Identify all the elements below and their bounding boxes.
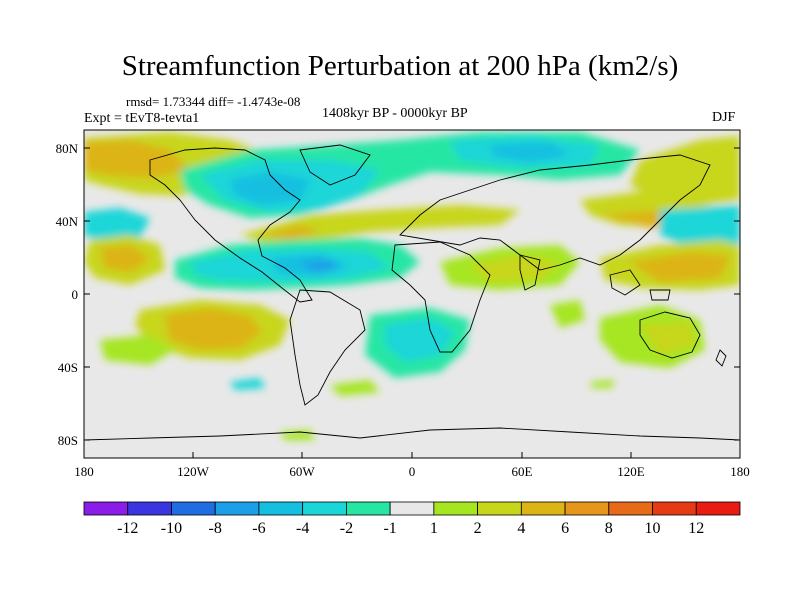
colorbar-swatch: [83, 501, 129, 516]
lon-label-60e: 60E: [512, 464, 533, 479]
lat-label-80n: 80N: [56, 141, 79, 156]
lon-tick-labels: 180 120W 60W 0 60E 120E 180: [74, 464, 750, 479]
lat-label-40s: 40S: [58, 360, 78, 375]
colorbar-swatch: [564, 501, 610, 516]
colorbar-label: 6: [561, 520, 569, 537]
colorbar-label: -2: [340, 520, 353, 537]
rmsd-diff-stats: rmsd= 1.73344 diff= -1.4743e-08: [126, 94, 301, 109]
colorbar-swatch: [345, 501, 391, 516]
lon-label-60w: 60W: [289, 464, 315, 479]
lon-ticks: [83, 452, 741, 458]
colorbar-label: -4: [296, 520, 309, 537]
lat-tick-labels: 80N 40N 0 40S 80S: [56, 141, 79, 448]
colorbar-swatch: [608, 501, 653, 516]
experiment-label: Expt = tEvT8-tevta1: [84, 111, 200, 126]
colorbar-swatch: [214, 501, 260, 516]
colorbar-label: -6: [252, 520, 265, 537]
colorbar-label: 4: [517, 520, 525, 537]
colorbar-swatch: [258, 501, 304, 516]
lon-label-0: 0: [409, 464, 416, 479]
colorbar-swatch: [652, 501, 697, 516]
colorbar-swatch: [433, 501, 478, 516]
season-label: DJF: [712, 110, 736, 125]
colorbar-label: 10: [645, 520, 661, 537]
time-period-label: 1408kyr BP - 0000kyr BP: [322, 106, 468, 121]
lon-label-120w: 120W: [177, 464, 210, 479]
lat-ticks: [84, 147, 740, 441]
map-area: [84, 130, 740, 458]
lat-label-40n: 40N: [56, 214, 79, 229]
lon-label-180w: 180: [74, 464, 94, 479]
colorbar: -12 -10 -8 -6 -4 -2 -1 1 2 4 6 8 10 12: [83, 501, 741, 537]
map-title: Streamfunction Perturbation at 200 hPa (…: [121, 50, 679, 82]
colorbar-label: -8: [209, 520, 222, 537]
colorbar-label: 12: [688, 520, 704, 537]
colorbar-swatch: [695, 501, 741, 516]
colorbar-swatch: [171, 501, 216, 516]
colorbar-swatch: [127, 501, 172, 516]
colorbar-swatch: [302, 501, 347, 516]
colorbar-label: 1: [430, 520, 438, 537]
colorbar-label: 2: [474, 520, 482, 537]
colorbar-swatch: [389, 501, 435, 516]
colorbar-label: -1: [383, 520, 396, 537]
contour-fills: [84, 132, 740, 440]
colorbar-label: -12: [117, 520, 138, 537]
coastlines: [84, 144, 740, 441]
colorbar-swatch: [520, 501, 566, 516]
colorbar-swatch: [477, 501, 522, 516]
lat-label-0: 0: [72, 287, 79, 302]
colorbar-label: 8: [605, 520, 613, 537]
lon-label-120e: 120E: [617, 464, 645, 479]
lat-label-80s: 80S: [58, 433, 78, 448]
lon-label-180e: 180: [730, 464, 750, 479]
colorbar-label: -10: [161, 520, 182, 537]
